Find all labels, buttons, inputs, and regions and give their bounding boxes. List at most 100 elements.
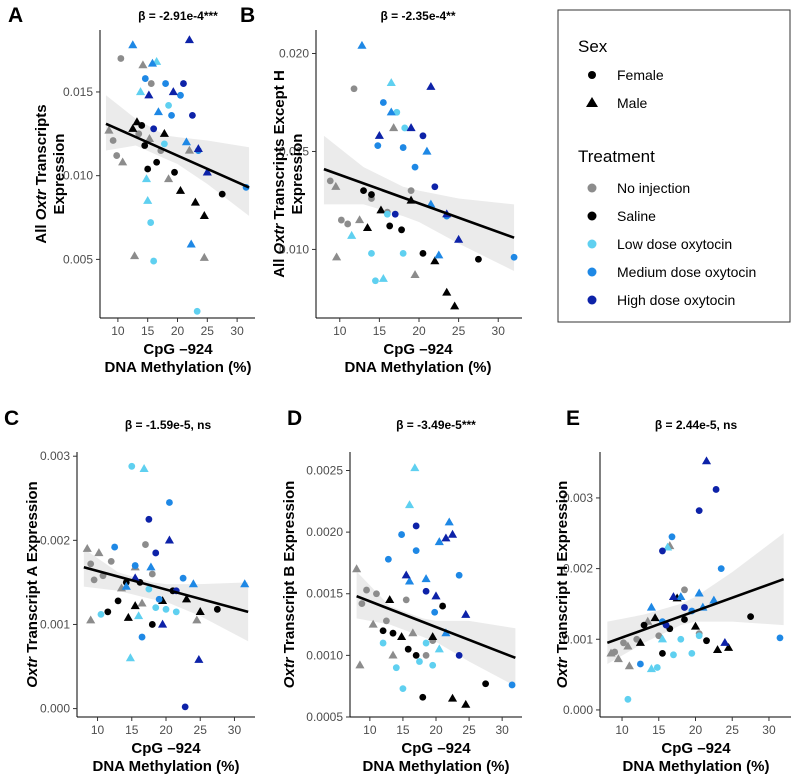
data-point bbox=[145, 515, 153, 523]
data-point bbox=[482, 680, 490, 688]
data-point bbox=[90, 576, 98, 584]
data-point bbox=[430, 256, 440, 265]
data-point bbox=[372, 277, 379, 285]
x-axis-title: CpG –924 bbox=[131, 740, 201, 757]
data-point bbox=[624, 661, 634, 670]
data-point bbox=[166, 499, 173, 506]
data-point bbox=[681, 604, 688, 611]
regression-line bbox=[83, 565, 249, 614]
data-point bbox=[165, 101, 172, 109]
x-tick-label: 15 bbox=[396, 723, 410, 737]
data-point bbox=[87, 560, 95, 568]
y-tick-label: 0.0010 bbox=[306, 648, 343, 662]
data-point bbox=[190, 197, 200, 206]
data-point bbox=[386, 107, 396, 116]
data-point bbox=[428, 632, 438, 641]
legend-label: No injection bbox=[617, 180, 690, 196]
x-axis-title: CpG –924 bbox=[401, 740, 471, 757]
data-point bbox=[104, 125, 114, 134]
beta-annotation: β = -3.49e-5*** bbox=[396, 418, 476, 432]
data-point bbox=[193, 144, 203, 153]
data-point bbox=[709, 595, 719, 604]
data-point bbox=[613, 654, 623, 663]
data-point bbox=[82, 543, 92, 552]
data-point bbox=[681, 586, 688, 594]
data-point bbox=[382, 617, 390, 625]
data-point bbox=[404, 576, 415, 585]
x-tick-label: 10 bbox=[333, 324, 347, 338]
data-point bbox=[153, 107, 163, 116]
data-point bbox=[401, 124, 409, 132]
x-axis-title: DNA Methylation (%) bbox=[105, 359, 252, 376]
data-point bbox=[188, 579, 198, 588]
panel-label: D bbox=[287, 407, 302, 430]
data-point bbox=[429, 661, 437, 669]
data-point bbox=[172, 608, 180, 616]
data-point bbox=[150, 125, 158, 133]
data-point bbox=[374, 130, 384, 139]
data-point bbox=[412, 522, 420, 530]
data-point bbox=[186, 239, 196, 248]
data-point bbox=[426, 82, 436, 90]
data-point bbox=[107, 557, 115, 565]
data-point bbox=[720, 638, 730, 646]
data-point bbox=[193, 307, 201, 315]
data-point bbox=[441, 628, 451, 637]
data-point bbox=[389, 629, 397, 637]
data-point bbox=[184, 145, 194, 154]
data-point bbox=[134, 611, 144, 620]
data-point bbox=[138, 122, 146, 129]
data-point bbox=[386, 222, 394, 230]
x-tick-label: 15 bbox=[141, 324, 155, 338]
legend-item-male: Male bbox=[586, 95, 648, 111]
data-point bbox=[144, 90, 154, 99]
y-tick-label: 0.001 bbox=[563, 632, 593, 646]
x-tick-label: 25 bbox=[452, 324, 466, 338]
x-tick-label: 15 bbox=[373, 324, 387, 338]
data-point bbox=[141, 142, 149, 149]
data-point bbox=[332, 252, 342, 261]
x-tick-label: 30 bbox=[492, 324, 506, 338]
data-point bbox=[160, 140, 168, 148]
beta-annotation: β = -1.59e-5, ns bbox=[125, 418, 212, 432]
data-point bbox=[646, 602, 656, 611]
data-point bbox=[376, 205, 386, 214]
x-axis-title: CpG –924 bbox=[661, 740, 731, 757]
data-point bbox=[399, 685, 407, 693]
x-tick-label: 20 bbox=[171, 324, 185, 338]
data-point bbox=[399, 249, 407, 257]
data-point bbox=[344, 220, 352, 228]
triangle-icon bbox=[586, 97, 598, 107]
color-swatch-icon bbox=[587, 295, 597, 305]
x-tick-label: 10 bbox=[91, 723, 105, 737]
x-tick-label: 10 bbox=[615, 723, 629, 737]
data-point bbox=[635, 638, 645, 646]
y-axis-title-segment: Transcripts Except H bbox=[271, 70, 288, 223]
y-axis-title: Oxtr Transcript A Expression bbox=[24, 481, 41, 687]
data-point bbox=[633, 635, 641, 643]
data-point bbox=[450, 301, 460, 310]
data-point bbox=[431, 591, 441, 600]
data-point bbox=[388, 650, 398, 659]
y-tick-label: 0.0025 bbox=[306, 463, 343, 477]
data-point bbox=[117, 55, 125, 62]
data-point bbox=[776, 634, 784, 642]
y-axis-title-segment: Oxtr bbox=[271, 222, 288, 254]
beta-annotation: β = -2.91e-4*** bbox=[138, 9, 218, 23]
data-point bbox=[180, 80, 187, 87]
confidence-band bbox=[83, 548, 249, 642]
data-point bbox=[412, 547, 420, 555]
data-point bbox=[412, 651, 420, 659]
data-point bbox=[379, 99, 387, 106]
data-point bbox=[139, 464, 149, 472]
legend-item-treatment: High dose oxytocin bbox=[587, 292, 735, 308]
data-point bbox=[199, 211, 209, 219]
x-tick-label: 25 bbox=[201, 324, 215, 338]
data-point bbox=[455, 571, 463, 579]
data-point bbox=[384, 555, 392, 563]
data-point bbox=[158, 619, 168, 628]
y-axis-title: Oxtr Transcript B Expression bbox=[281, 481, 298, 689]
data-point bbox=[402, 596, 410, 604]
data-point bbox=[130, 251, 140, 260]
